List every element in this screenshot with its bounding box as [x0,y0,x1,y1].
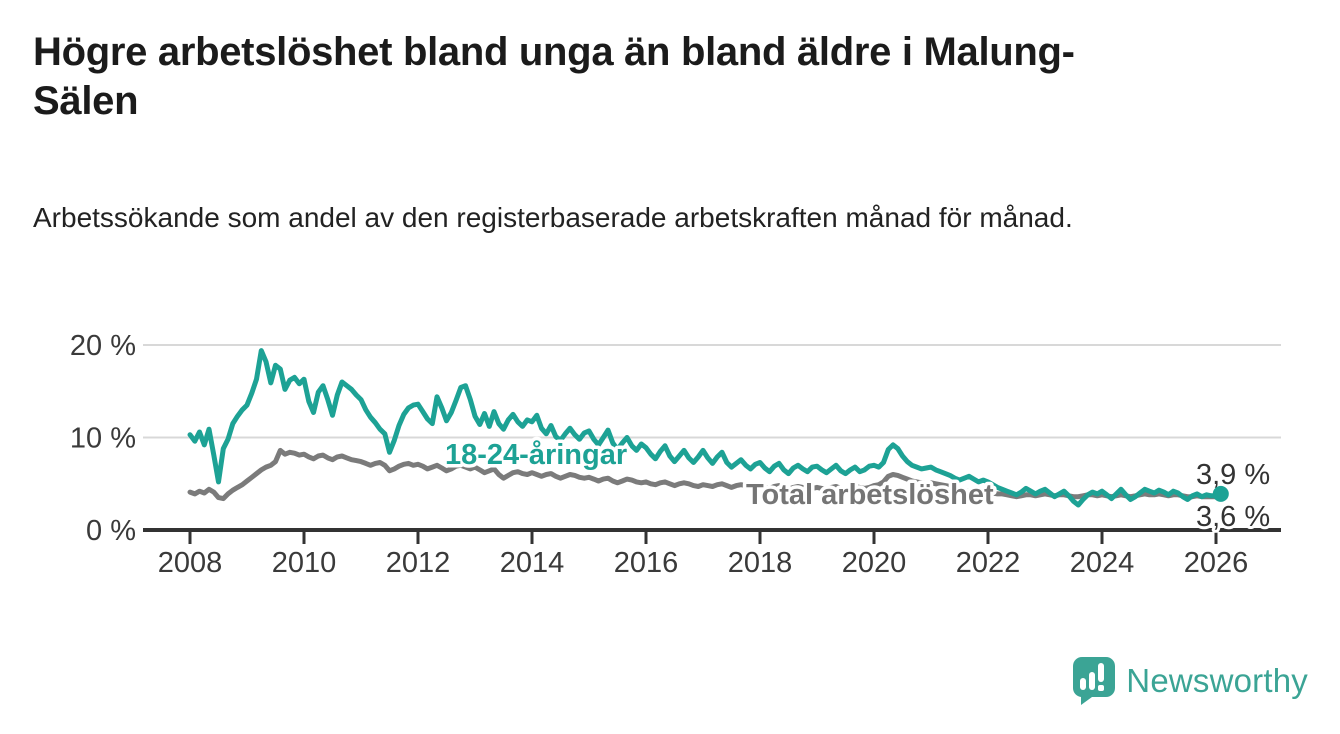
series-label-total: Total arbetslöshet [746,479,994,511]
y-tick-label-10: 10 % [70,423,136,455]
y-tick-label-0: 0 % [86,515,136,547]
x-tick-label-2016: 2016 [614,547,679,579]
unemployment-line-chart: 0 % 10 % 20 % 2008 2010 2012 2014 2016 2018 2020… [70,330,1281,579]
end-value-label-youth: 3,9 % [1196,459,1270,491]
series-inline-labels: 18-24-åringar Total arbetslöshet [442,436,998,515]
x-tick-label-2026: 2026 [1184,547,1249,579]
gridlines [143,344,1281,439]
newsworthy-logo-icon [1073,657,1116,705]
x-axis-labels: 2008 2010 2012 2014 2016 2018 2020 2022 2024 2026 [158,547,1249,579]
series-lines [187,348,1224,508]
newsworthy-logo: Newsworthy [1072,656,1308,706]
exclamation-bar [1098,663,1105,682]
y-tick-label-20: 20 % [70,330,136,362]
page-title: Högre arbetslöshet bland unga än bland ä… [33,30,1075,124]
bar-2 [1089,672,1096,690]
series-line-18-24-ringar [187,348,1224,508]
x-axis [143,528,1281,544]
exclamation-dot [1098,685,1105,691]
x-tick-label-2014: 2014 [500,547,565,579]
x-tick-label-2022: 2022 [956,547,1021,579]
x-tick-label-2008: 2008 [158,547,223,579]
x-tick-label-2010: 2010 [272,547,337,579]
series-label-youth: 18-24-åringar [445,439,627,471]
end-value-label-total: 3,6 % [1196,501,1270,533]
x-tick-label-2020: 2020 [842,547,907,579]
series-end-dot [1212,485,1229,502]
x-tick-label-2024: 2024 [1070,547,1135,579]
logo-text: Newsworthy [1126,662,1308,699]
chart-subtitle: Arbetssökande som andel av den registerb… [33,202,1073,233]
bar-1 [1080,678,1087,690]
series-end-labels: 3,9 % 3,6 % [1193,456,1273,536]
x-tick-label-2012: 2012 [386,547,451,579]
x-tick-label-2018: 2018 [728,547,793,579]
y-axis-labels: 0 % 10 % 20 % [70,330,136,547]
